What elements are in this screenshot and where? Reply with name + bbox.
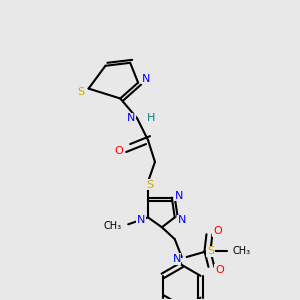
Text: S: S	[146, 180, 154, 190]
Text: O: O	[213, 226, 222, 236]
Text: N: N	[178, 215, 186, 225]
Text: N: N	[172, 254, 181, 264]
Text: O: O	[215, 265, 224, 275]
Text: N: N	[142, 74, 150, 84]
Text: H: H	[147, 113, 155, 123]
Text: N: N	[127, 113, 135, 123]
Text: N: N	[175, 190, 183, 201]
Text: S: S	[77, 86, 84, 97]
Text: CH₃: CH₃	[103, 221, 122, 231]
Text: S: S	[207, 246, 214, 256]
Text: N: N	[137, 215, 145, 225]
Text: CH₃: CH₃	[232, 246, 250, 256]
Text: O: O	[114, 146, 123, 156]
